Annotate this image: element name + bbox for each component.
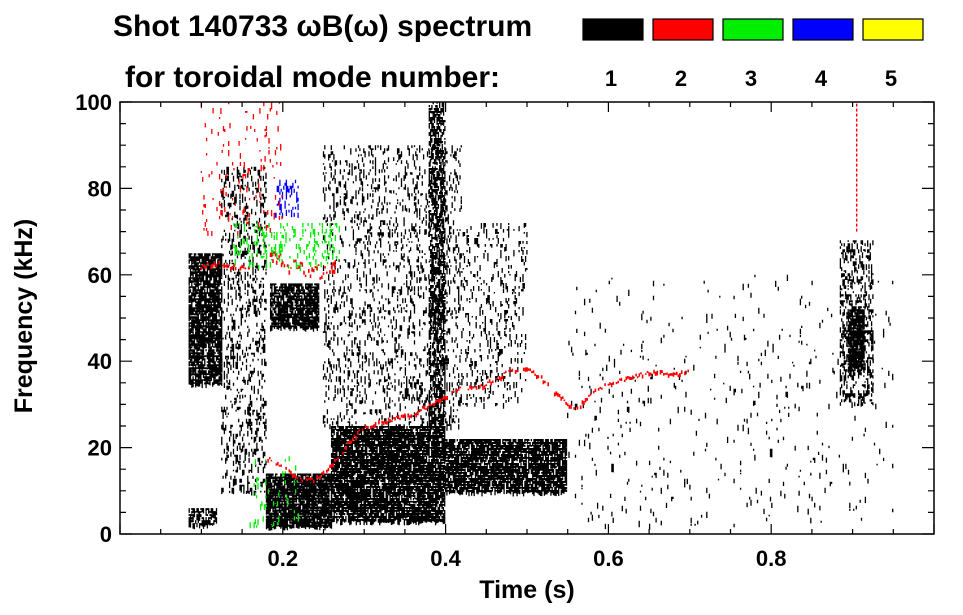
legend-label-1: 1 [605,66,617,91]
region-mode-1-3 [330,426,446,526]
region-marks [274,179,299,218]
x-tick-label: 0.6 [593,546,624,571]
x-axis-label: Time (s) [479,576,574,604]
legend-swatch-1 [582,18,644,41]
region-marks [200,102,283,237]
region-marks [221,166,267,496]
x-tick-label: 0.4 [430,546,461,571]
region-marks [269,283,320,332]
x-tick-labels: 0.2 0.4 0.6 0.8 [268,546,787,571]
region-marks [461,223,528,409]
y-axis-label: Frequency (kHz) [10,219,38,413]
region-marks [428,102,446,431]
tick-marks [119,101,935,535]
region-marks [322,145,462,431]
mode-2-band-marks [269,251,337,280]
legend-swatch-4 [792,18,854,41]
mode-2-trace-marks [200,260,689,484]
region-mode-1-8 [221,166,267,496]
plot-area [188,102,894,531]
y-tick-label: 100 [75,90,112,115]
region-marks [444,439,568,497]
legend-label-2: 2 [675,66,687,91]
region-mode-2-16 [200,102,283,237]
region-mode-1-2 [265,473,333,531]
region-marks [188,253,223,389]
legend-swatch-3 [722,18,784,41]
region-mode-1-11 [839,240,874,408]
mode-2-band [269,251,337,280]
region-marks [265,473,333,531]
region-marks [839,240,874,408]
chart-title-line2: for toroidal mode number: [125,61,500,94]
region-mode-1-5 [269,283,320,332]
region-marks [567,274,894,530]
y-tick-label: 80 [88,176,112,201]
legend: 1 2 3 4 5 [582,18,924,91]
y-tick-labels: 0 20 40 60 80 100 [75,90,112,547]
legend-label-5: 5 [885,66,897,91]
y-tick-label: 40 [88,349,112,374]
region-mode-1-6 [428,102,446,431]
legend-label-4: 4 [815,66,828,91]
x-tick-label: 0.8 [756,546,787,571]
region-mode-1-7 [322,145,462,431]
y-tick-label: 20 [88,436,112,461]
region-mode-1-12 [567,274,894,530]
x-tick-label: 0.2 [268,546,299,571]
legend-swatch-2 [652,18,714,41]
y-tick-label: 60 [88,263,112,288]
mode-2-trace [200,260,689,484]
region-mode-4-15 [274,179,299,218]
axis-ticks [119,101,935,535]
y-tick-label: 0 [100,522,112,547]
region-mode-1-0 [188,253,223,389]
region-marks [330,426,446,526]
region-mode-1-4 [444,439,568,497]
chart-title-line1: Shot 140733 ωB(ω) spectrum [113,10,532,43]
region-mode-1-1 [188,508,218,530]
region-marks [188,508,218,530]
legend-label-3: 3 [745,66,757,91]
region-mode-1-9 [461,223,528,409]
legend-swatch-5 [862,18,924,41]
